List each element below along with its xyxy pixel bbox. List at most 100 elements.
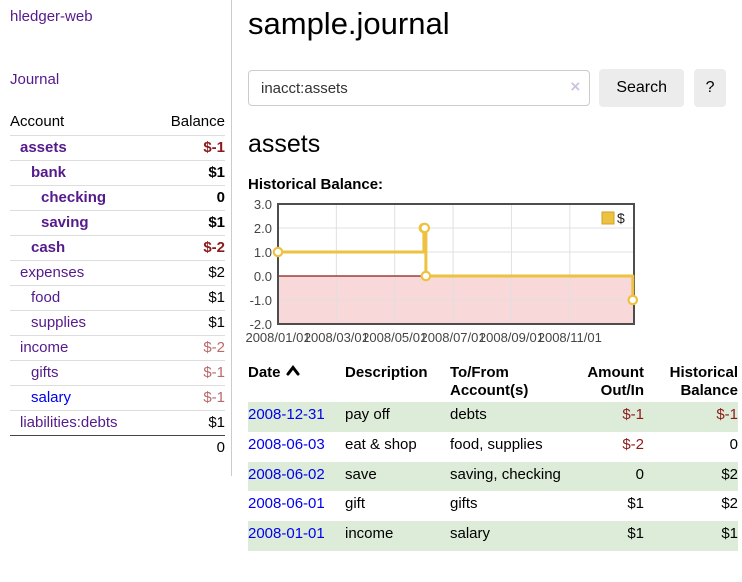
transaction-description: gift [345, 495, 366, 513]
data-point-marker [420, 270, 432, 282]
account-heading: assets [248, 130, 321, 158]
data-point-marker [272, 246, 284, 258]
search-button[interactable]: Search [599, 69, 685, 107]
transaction-description: eat & shop [345, 435, 417, 453]
register-header-date[interactable]: Date [248, 362, 345, 402]
brand: hledger-web [10, 8, 225, 25]
accounts-total-value: 0 [152, 435, 225, 460]
account-row: food $1 [10, 285, 225, 311]
transaction-date-link[interactable]: 2008-06-03 [248, 435, 325, 453]
register-header-accounts-line1: To/From [450, 364, 509, 381]
historical-balance-chart: $3.0 2.0 1.0 0.0 -1.0 -2.0 2008/01/01 2008/03/0… [245, 197, 726, 348]
account-row: income $-2 [10, 335, 225, 361]
transaction-date-link[interactable]: 2008-06-01 [248, 495, 325, 513]
account-balance: $1 [152, 310, 225, 336]
register-header-balance-line1: Historical [669, 364, 738, 381]
register-row: 2008-06-01 gift gifts $1 $2 [248, 491, 738, 521]
transaction-description: save [345, 461, 450, 492]
transaction-balance: $2 [644, 461, 738, 492]
register-header-accounts: To/From Account(s) [450, 362, 572, 402]
sidebar-account-link[interactable]: salary [31, 389, 72, 406]
transaction-accounts: debts [450, 402, 572, 432]
search-input[interactable] [248, 70, 591, 106]
svg-text:2.0: 2.0 [254, 221, 272, 236]
register-header-amount: Amount Out/In [572, 362, 644, 402]
account-balance: $-1 [152, 135, 225, 161]
accounts-header-row: Account Balance [10, 109, 225, 136]
transaction-date-link[interactable]: 2008-12-31 [248, 406, 325, 423]
search-bar: × Search ? [248, 69, 726, 107]
register-row: 2008-01-01 income salary $1 $1 [248, 521, 738, 551]
transaction-date-link[interactable]: 2008-06-02 [248, 465, 325, 483]
account-row: supplies $1 [10, 310, 225, 336]
account-balance: $1 [152, 285, 225, 311]
svg-text:-1.0: -1.0 [250, 293, 272, 308]
svg-text:2008/11/01: 2008/11/01 [538, 330, 602, 345]
main-content: sample.journal × Search ? assets Histori… [232, 0, 738, 551]
svg-text:-2.0: -2.0 [250, 317, 272, 332]
svg-text:2008/05/01: 2008/05/01 [362, 330, 427, 345]
register-header-amount-line2: Out/In [600, 382, 644, 399]
sort-ascending-icon [286, 365, 300, 376]
sidebar: hledger-web Journal Account Balance asse… [0, 0, 232, 476]
svg-text:2008/07/01: 2008/07/01 [421, 330, 486, 345]
sidebar-account-link[interactable]: saving [41, 214, 89, 231]
svg-text:1.0: 1.0 [254, 245, 272, 260]
account-row: bank $1 [10, 160, 225, 186]
transaction-date-link[interactable]: 2008-01-01 [248, 525, 325, 542]
account-balance: $1 [152, 160, 225, 186]
transaction-accounts: gifts [450, 495, 478, 513]
transaction-amount: 0 [572, 461, 644, 492]
transaction-balance: $1 [644, 521, 738, 551]
register-row: 2008-06-03 eat & shop food, supplies $-2 0 [248, 432, 738, 462]
sidebar-account-link[interactable]: assets [20, 139, 67, 156]
accounts-header-account: Account [10, 113, 65, 130]
legend-swatch [601, 211, 615, 225]
account-row: cash $-2 [10, 235, 225, 261]
legend-label: $ [617, 210, 625, 226]
svg-text:2008/09/01: 2008/09/01 [479, 330, 544, 345]
sidebar-account-link[interactable]: income [20, 339, 69, 356]
transaction-balance: 0 [729, 435, 738, 453]
register-header-description: Description [345, 364, 428, 381]
brand-link[interactable]: hledger-web [10, 8, 93, 25]
account-row: saving $1 [10, 210, 225, 236]
account-row: expenses $2 [10, 260, 225, 286]
register-header-accounts-line2: Account(s) [450, 382, 529, 399]
register-table: Date Description To/From Account(s) Amoun… [248, 362, 738, 551]
account-row: gifts $-1 [10, 360, 225, 386]
sidebar-item-journal[interactable]: Journal [10, 71, 60, 88]
sidebar-account-link[interactable]: expenses [20, 264, 85, 281]
register-header-balance-line2: Balance [680, 382, 738, 399]
transaction-description: income [345, 521, 450, 551]
sidebar-account-link[interactable]: food [31, 289, 61, 306]
sidebar-account-link[interactable]: checking [41, 189, 107, 206]
sidebar-account-link[interactable]: liabilities:debts [20, 414, 118, 431]
register-header-balance: Historical Balance [644, 362, 738, 402]
clear-search-icon[interactable]: × [570, 77, 581, 96]
data-point-marker [419, 222, 431, 234]
accounts-total-row: 0 [10, 435, 225, 460]
help-button[interactable]: ? [694, 69, 726, 107]
sidebar-account-link[interactable]: supplies [31, 314, 87, 331]
account-balance: 0 [152, 185, 225, 211]
page-title: sample.journal [248, 6, 450, 41]
transaction-description: pay off [345, 402, 450, 432]
sidebar-account-link[interactable]: gifts [31, 364, 59, 381]
transaction-amount: $1 [627, 495, 644, 513]
svg-text:2008/01/01: 2008/01/01 [245, 330, 310, 345]
svg-text:3.0: 3.0 [254, 197, 272, 212]
svg-text:0.0: 0.0 [254, 269, 272, 284]
register-row: 2008-06-02 save saving, checking 0 $2 [248, 461, 738, 492]
transaction-accounts: saving, checking [450, 461, 572, 492]
transaction-balance: $2 [721, 495, 738, 513]
account-balance: $-1 [152, 385, 225, 411]
account-balance: $2 [152, 260, 225, 286]
sidebar-account-link[interactable]: cash [31, 239, 66, 256]
account-balance: $1 [152, 210, 225, 236]
account-row: checking 0 [10, 185, 225, 211]
transaction-amount: $-2 [622, 435, 644, 453]
sidebar-account-link[interactable]: bank [31, 164, 67, 181]
search-box: × [248, 70, 591, 106]
account-balance: $1 [152, 410, 225, 436]
